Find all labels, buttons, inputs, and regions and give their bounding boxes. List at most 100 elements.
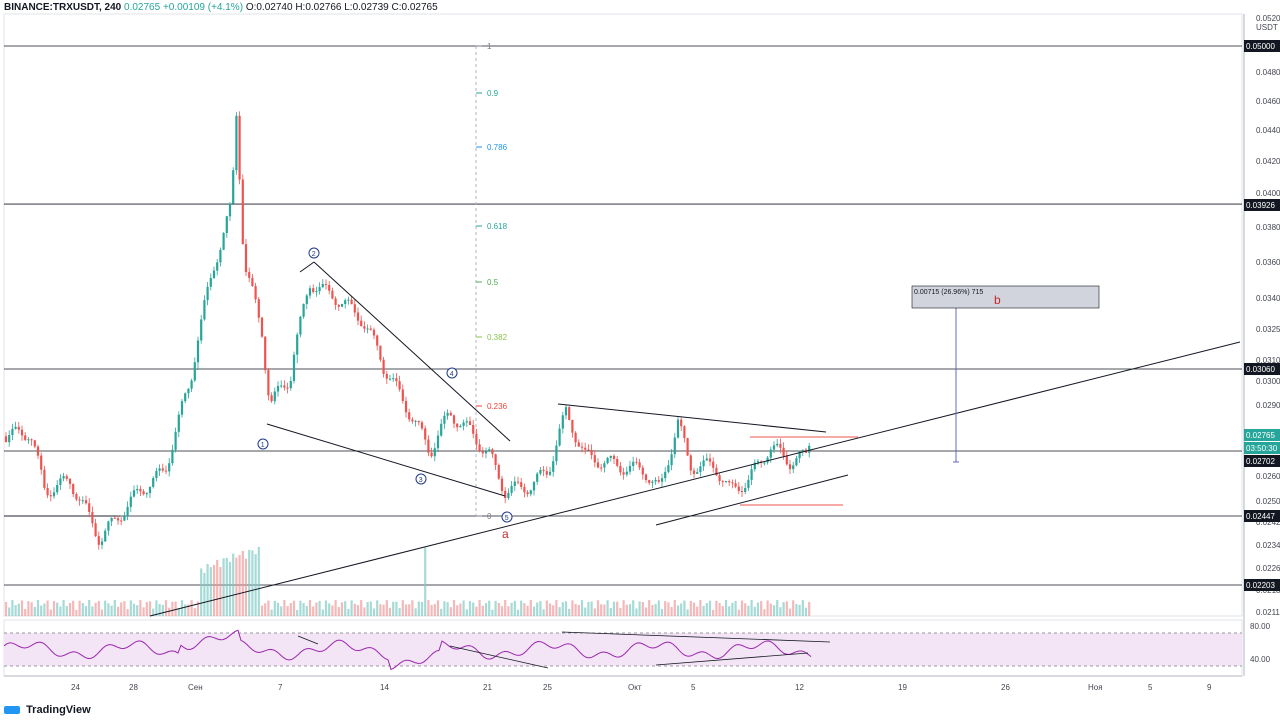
candle-body bbox=[504, 490, 507, 499]
brand-logo[interactable]: TradingView bbox=[4, 704, 91, 716]
candle-body bbox=[75, 494, 78, 500]
volume-bar bbox=[36, 600, 40, 616]
candle-body bbox=[590, 449, 593, 456]
volume-bar bbox=[302, 603, 305, 616]
volume-bar bbox=[347, 608, 350, 616]
candle-body bbox=[145, 493, 148, 495]
candle-body bbox=[184, 393, 187, 402]
wave-label-text: 3 bbox=[419, 477, 423, 484]
candle-body bbox=[625, 471, 628, 475]
volume-bar bbox=[216, 559, 219, 616]
candle-body bbox=[203, 300, 206, 320]
volume-bar bbox=[190, 600, 193, 616]
volume-bar bbox=[369, 601, 372, 616]
wave-label-circle bbox=[308, 247, 320, 259]
candle-body bbox=[648, 479, 651, 483]
volume-bar bbox=[462, 600, 465, 616]
time-tick-label: 24 bbox=[71, 683, 80, 692]
candle-body bbox=[251, 277, 254, 287]
volume-bar bbox=[46, 600, 49, 616]
candle-body bbox=[398, 381, 401, 390]
candle-body bbox=[532, 481, 536, 491]
candle-body bbox=[609, 455, 612, 458]
volume-bar bbox=[152, 608, 155, 616]
price-badge-text: 0.02765 bbox=[1246, 431, 1275, 440]
time-tick-label: 14 bbox=[380, 683, 389, 692]
candle-body bbox=[568, 407, 571, 420]
volume-bar bbox=[635, 608, 638, 616]
volume-bar bbox=[305, 605, 308, 616]
open-value: O:0.02740 bbox=[245, 2, 293, 13]
volume-bar bbox=[571, 600, 574, 616]
volume-bar bbox=[804, 607, 808, 616]
candle-body bbox=[424, 428, 427, 440]
candle-body bbox=[628, 465, 632, 472]
volume-bar bbox=[689, 600, 692, 616]
candle-body bbox=[696, 472, 699, 474]
trendline bbox=[149, 341, 1241, 617]
candle-body bbox=[340, 304, 344, 307]
candle-body bbox=[516, 481, 520, 483]
volume-bar bbox=[168, 607, 171, 616]
volume-bar bbox=[548, 603, 552, 616]
volume-bar bbox=[206, 563, 209, 616]
candle-body bbox=[72, 483, 75, 495]
volume-bar bbox=[382, 604, 385, 616]
volume-bar bbox=[148, 601, 152, 616]
volume-bar bbox=[740, 600, 744, 616]
volume-bar bbox=[139, 600, 142, 616]
candle-body bbox=[65, 476, 68, 479]
volume-bar bbox=[228, 561, 232, 616]
candle-body bbox=[280, 385, 283, 387]
volume-bar bbox=[430, 604, 433, 616]
volume-bar bbox=[212, 564, 216, 616]
volume-bar bbox=[200, 568, 203, 616]
volume-bar bbox=[244, 558, 248, 616]
candle-body bbox=[692, 470, 696, 474]
volume-bar bbox=[526, 605, 529, 616]
candle-body bbox=[587, 449, 590, 451]
candle-body bbox=[536, 473, 539, 482]
volume-bar bbox=[334, 600, 337, 616]
volume-bar bbox=[475, 606, 478, 616]
candle-body bbox=[376, 335, 379, 346]
candle-body bbox=[606, 457, 609, 464]
volume-bar bbox=[590, 601, 593, 616]
volume-bar bbox=[628, 604, 632, 616]
symbol-label[interactable]: BINANCE:TRXUSDT, 240 bbox=[4, 2, 122, 13]
volume-bar bbox=[417, 601, 420, 616]
fib-level-label: 0.786 bbox=[487, 143, 508, 152]
candle-body bbox=[174, 431, 177, 450]
time-tick-label: 25 bbox=[543, 683, 552, 692]
volume-bar bbox=[372, 608, 376, 616]
volume-bar bbox=[795, 604, 798, 616]
candle-body bbox=[363, 326, 366, 329]
volume-bar bbox=[760, 601, 763, 616]
candle-body bbox=[737, 486, 740, 491]
candle-body bbox=[14, 426, 17, 429]
candle-body bbox=[372, 329, 376, 336]
candle-body bbox=[404, 400, 408, 413]
volume-bar bbox=[593, 608, 596, 616]
volume-bar bbox=[56, 602, 59, 616]
volume-bar bbox=[657, 600, 660, 616]
volume-bar bbox=[420, 601, 424, 616]
candle-body bbox=[17, 426, 20, 430]
volume-bar bbox=[225, 557, 228, 616]
volume-bar bbox=[68, 603, 72, 616]
candle-body bbox=[353, 304, 356, 313]
volume-bar bbox=[670, 606, 673, 616]
volume-bar bbox=[616, 601, 619, 616]
volume-bar bbox=[344, 601, 347, 616]
volume-bar bbox=[568, 608, 571, 616]
volume-bar bbox=[436, 600, 440, 616]
candle-body bbox=[718, 475, 721, 482]
candle-body bbox=[113, 517, 116, 519]
candle-body bbox=[328, 285, 331, 291]
candle-body bbox=[212, 270, 216, 279]
wave-label-text: 4 bbox=[450, 371, 454, 378]
